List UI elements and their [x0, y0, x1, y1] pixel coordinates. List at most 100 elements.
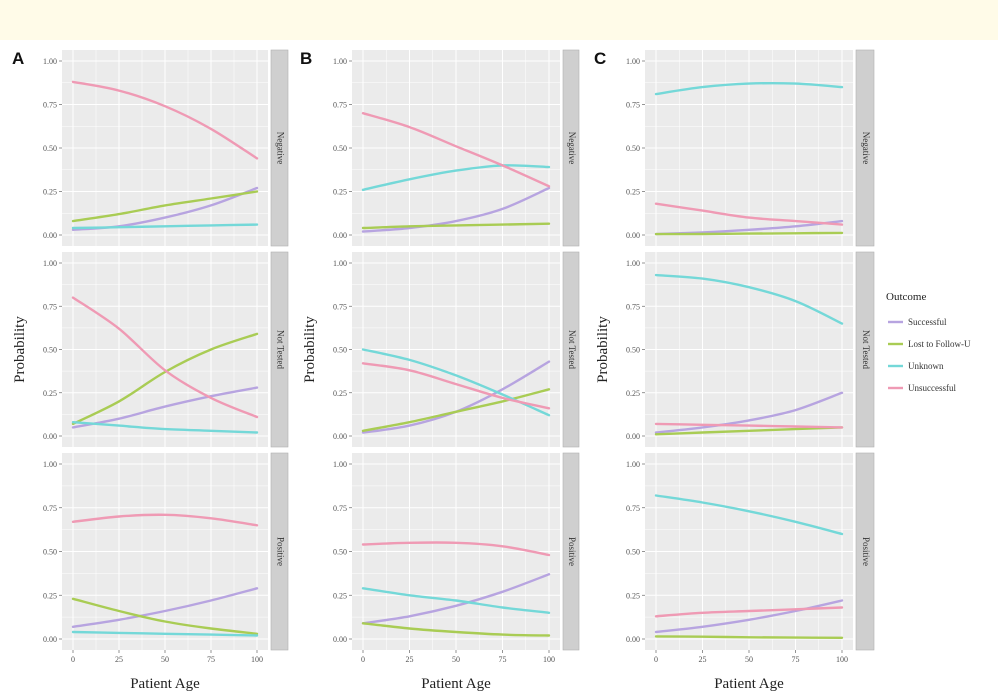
series-line-lost-to-follow-up: [71, 597, 259, 635]
x-tick-label: 0: [654, 655, 658, 664]
legend-label: Unknown: [908, 361, 944, 371]
facet-negative: 0.00 0.25 0.50 0.75 1.00 Negative: [43, 49, 289, 247]
series-line-unsuccessful: [71, 513, 259, 527]
x-tick-label: 100: [836, 655, 848, 664]
panel-a: A 0.00 0.25 0.50 0.75 1.00 Negative 0.00 0.25 0.5…: [12, 49, 289, 692]
x-tick-label: 100: [543, 655, 555, 664]
y-tick-label: 0.50: [333, 548, 347, 557]
series-line-lost-to-follow-up: [361, 388, 551, 432]
facet-strip-label: Not Tested: [567, 330, 577, 369]
facet-strip-label: Negative: [275, 132, 285, 164]
y-axis-title: Probability: [302, 316, 318, 383]
y-tick-label: 1.00: [626, 57, 640, 66]
series-line-lost-to-follow-up: [361, 222, 551, 230]
series-line-unsuccessful: [361, 541, 551, 557]
facet-positive: 0 25 50 75 100 0.00 0.25 0.50 0.75 1.00 Positive: [333, 452, 580, 664]
series-line-lost-to-follow-up: [654, 426, 844, 436]
series-line-unknown: [654, 273, 844, 325]
y-tick-label: 0.00: [43, 635, 57, 644]
y-tick-label: 0.25: [333, 389, 347, 398]
series-line-successful: [654, 391, 844, 434]
panel-b: B 0.00 0.25 0.50 0.75 1.00 Negative 0.00 0.25 0.5…: [300, 49, 580, 692]
facet-strip: [855, 452, 875, 651]
y-tick-label: 0.00: [626, 231, 640, 240]
y-tick-label: 0.75: [626, 101, 640, 110]
facet-negative: 0.00 0.25 0.50 0.75 1.00 Negative: [333, 49, 580, 247]
y-tick-label: 0.50: [43, 144, 57, 153]
y-tick-label: 0.25: [626, 188, 640, 197]
y-tick-label: 0.25: [43, 389, 57, 398]
x-tick-label: 75: [792, 655, 800, 664]
y-tick-label: 0.25: [43, 591, 57, 600]
facet-strip: [562, 452, 580, 651]
x-tick-label: 25: [406, 655, 414, 664]
x-axis-title: Patient Age: [130, 676, 200, 692]
y-tick-label: 0.00: [333, 231, 347, 240]
series-line-lost-to-follow-up: [654, 231, 844, 236]
y-tick-label: 0.00: [333, 635, 347, 644]
panel-label-b: B: [300, 49, 312, 68]
y-tick-label: 1.00: [43, 57, 57, 66]
x-tick-label: 50: [745, 655, 753, 664]
y-tick-label: 0.75: [43, 504, 57, 513]
y-tick-label: 1.00: [333, 57, 347, 66]
series-line-unsuccessful: [361, 112, 551, 188]
y-axis-title: Probability: [595, 316, 611, 383]
y-tick-label: 0.25: [43, 188, 57, 197]
facet-strip: [562, 49, 580, 247]
legend-label: Unsuccessful: [908, 383, 956, 393]
panel-label-c: C: [594, 49, 606, 68]
y-tick-label: 1.00: [43, 259, 57, 268]
y-tick-label: 0.75: [333, 504, 347, 513]
panel-c: C 0.00 0.25 0.50 0.75 1.00 Negative 0.00 0.25 0.5…: [594, 49, 875, 692]
x-tick-label: 0: [71, 655, 75, 664]
y-tick-label: 0.00: [626, 635, 640, 644]
y-tick-label: 1.00: [626, 259, 640, 268]
series-line-unknown: [654, 81, 844, 96]
page-header-band: [0, 0, 998, 40]
facet-not-tested: 0.00 0.25 0.50 0.75 1.00 Not Tested Probabilit…: [12, 251, 289, 448]
y-tick-label: 1.00: [626, 460, 640, 469]
x-tick-label: 50: [452, 655, 460, 664]
x-tick-label: 25: [115, 655, 123, 664]
series-line-unsuccessful: [71, 296, 259, 419]
facet-strip-label: Positive: [861, 537, 871, 566]
y-tick-label: 0.25: [333, 591, 347, 600]
series-line-unknown: [71, 421, 259, 434]
facet-strip: [270, 49, 289, 247]
y-tick-label: 0.50: [43, 346, 57, 355]
y-tick-label: 0.00: [43, 231, 57, 240]
facet-strip: [562, 251, 580, 448]
panel-label-a: A: [12, 49, 24, 68]
facet-strip: [855, 251, 875, 448]
y-tick-label: 0.25: [626, 591, 640, 600]
facet-positive: 0 25 50 75 100 0.00 0.25 0.50 0.75 1.00 Positive: [43, 452, 289, 664]
series-line-lost-to-follow-up: [654, 635, 844, 639]
y-tick-label: 0.00: [43, 432, 57, 441]
facet-strip-label: Negative: [567, 132, 577, 164]
y-tick-label: 0.75: [333, 101, 347, 110]
x-axis-title: Patient Age: [714, 676, 784, 692]
facet-strip-label: Not Tested: [861, 330, 871, 369]
y-tick-label: 0.50: [43, 548, 57, 557]
series-line-successful: [361, 186, 551, 233]
x-tick-label: 50: [161, 655, 169, 664]
y-tick-label: 0.50: [626, 548, 640, 557]
legend: Outcome Successful Lost to Follow-U Unknown…: [886, 291, 971, 393]
y-tick-label: 0.75: [626, 504, 640, 513]
y-tick-label: 1.00: [333, 259, 347, 268]
series-line-unsuccessful: [654, 202, 844, 226]
y-tick-label: 0.75: [333, 302, 347, 311]
facet-not-tested: 0.00 0.25 0.50 0.75 1.00 Not Tested Probabilit…: [302, 251, 580, 448]
series-line-successful: [71, 587, 259, 628]
series-line-successful: [361, 573, 551, 625]
y-tick-label: 0.50: [626, 144, 640, 153]
y-tick-label: 1.00: [333, 460, 347, 469]
y-tick-label: 0.25: [626, 389, 640, 398]
facet-strip-label: Positive: [567, 537, 577, 566]
facet-strip: [855, 49, 875, 247]
y-tick-label: 0.00: [626, 432, 640, 441]
legend-label: Lost to Follow-U: [908, 339, 971, 349]
y-tick-label: 0.50: [333, 144, 347, 153]
series-line-unsuccessful: [654, 422, 844, 429]
